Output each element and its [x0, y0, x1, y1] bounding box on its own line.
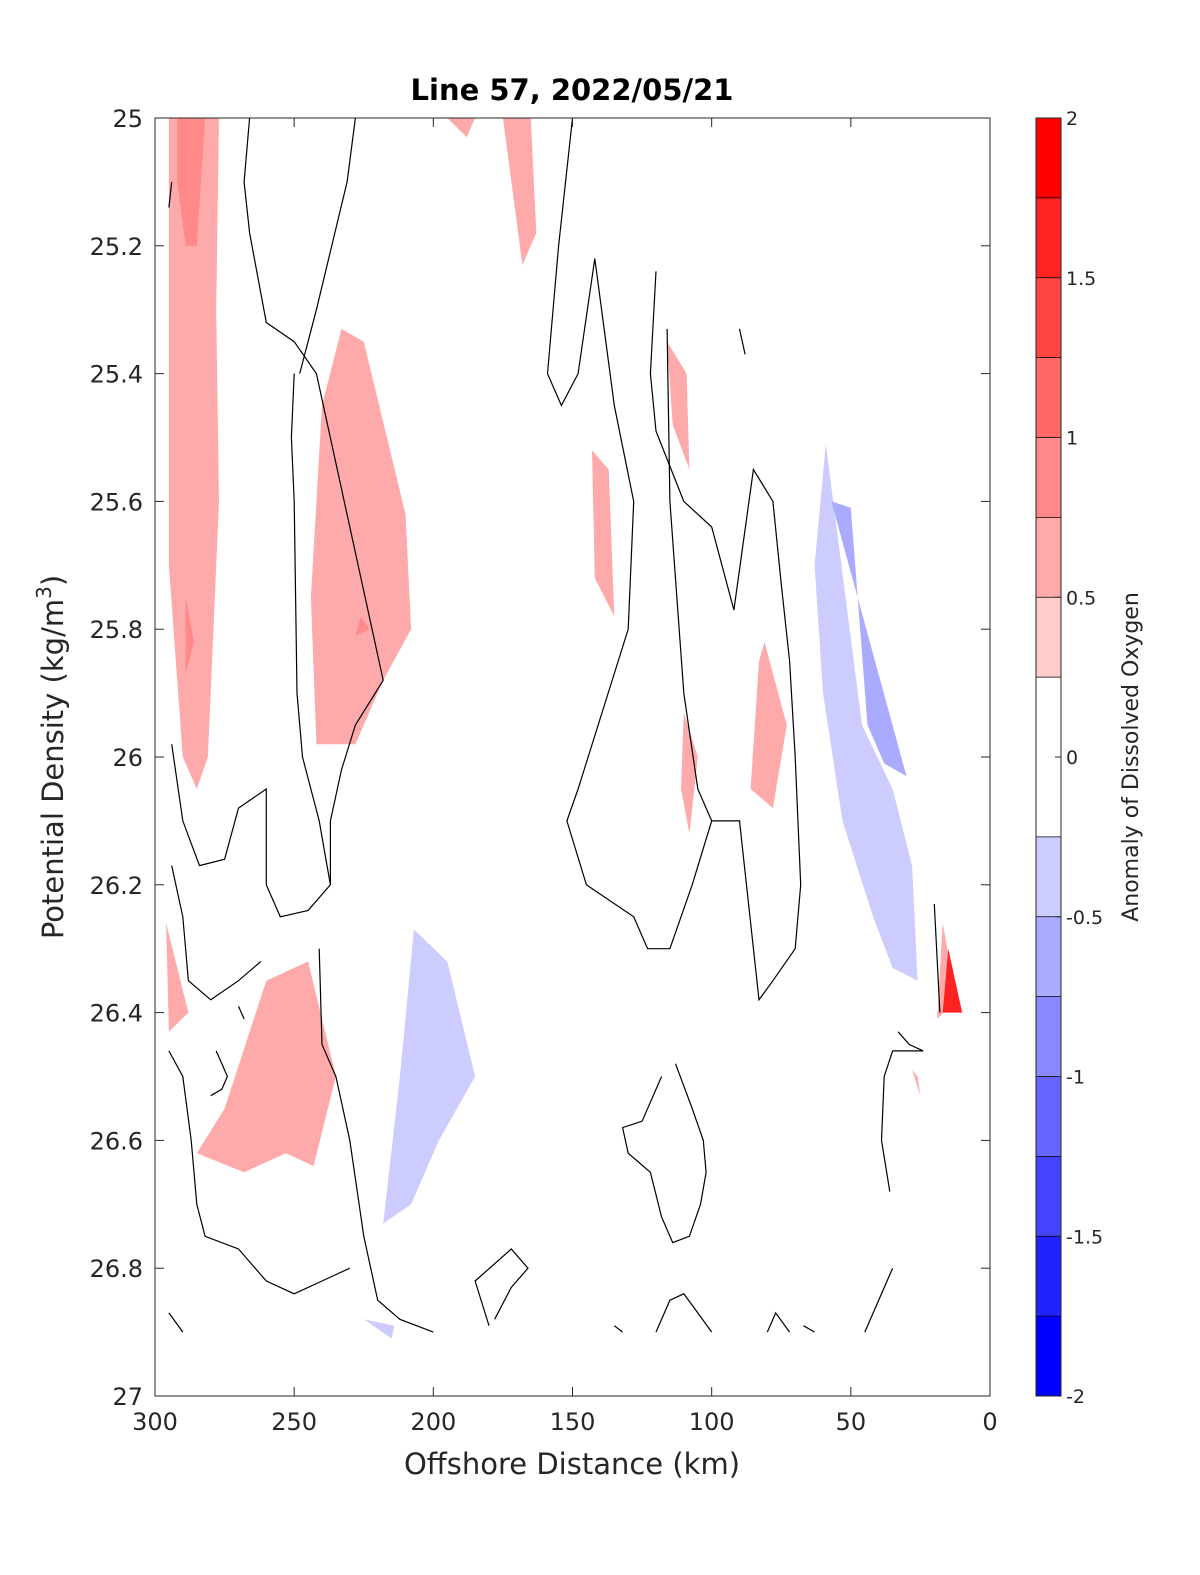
contour-line-1 — [171, 117, 384, 918]
chart-title: Line 57, 2022/05/21 — [411, 73, 734, 107]
colorbar-tick-label: -0.5 — [1066, 907, 1103, 929]
filled-region-16 — [814, 443, 918, 981]
zero-contour-lines — [168, 117, 941, 1333]
contour-line-13 — [474, 1248, 529, 1326]
colorbar-band — [1036, 1316, 1061, 1396]
colorbar-title: Anomaly of Dissolved Oxygen — [1119, 592, 1144, 922]
colorbar-tick-label: -1 — [1066, 1067, 1085, 1089]
x-tick-label: 50 — [836, 1408, 867, 1436]
y-tick-label: 25.8 — [90, 616, 143, 644]
colorbar-band — [1036, 996, 1061, 1077]
filled-region-3 — [310, 328, 412, 745]
y-tick-label: 26 — [112, 744, 143, 772]
colorbar-band — [1036, 1236, 1061, 1317]
contour-line-21 — [738, 328, 746, 355]
x-tick-label: 300 — [132, 1408, 178, 1436]
contour-line-0 — [168, 181, 173, 208]
colorbar-band — [1036, 357, 1061, 438]
colorbar-tick-label: 2 — [1066, 108, 1078, 130]
colorbar-band — [1036, 1076, 1061, 1157]
contour-line-20 — [933, 903, 941, 1013]
contour-line-19 — [803, 1325, 815, 1333]
contour-line-9 — [168, 1050, 351, 1295]
filled-region-19 — [363, 1319, 395, 1339]
filled-region-14 — [942, 948, 963, 1013]
colorbar-band — [1036, 437, 1061, 518]
filled-region-5 — [502, 118, 537, 265]
colorbar-band — [1036, 197, 1061, 278]
y-tick-label: 25.6 — [90, 488, 143, 516]
x-tick-label: 100 — [689, 1408, 735, 1436]
y-tick-label: 26.2 — [90, 872, 143, 900]
contour-line-7 — [237, 1005, 245, 1020]
colorbar-band — [1036, 517, 1061, 598]
y-tick-label: 26.4 — [90, 1000, 143, 1028]
x-axis-title: Offshore Distance (km) — [404, 1447, 740, 1481]
colorbar-tick-label: -2 — [1066, 1386, 1085, 1408]
y-tick-label: 26.6 — [90, 1127, 143, 1155]
y-tick-label: 25.2 — [90, 233, 143, 261]
y-axis-title-superscript: 3 — [32, 586, 56, 599]
y-tick-label: 25.4 — [90, 361, 143, 389]
x-axis: 300 250 200 150 100 50 0 — [132, 118, 998, 1436]
colorbar-band — [1036, 597, 1061, 678]
filled-region-0 — [168, 118, 219, 789]
contour-line-6 — [318, 948, 434, 1333]
filled-region-12 — [196, 961, 336, 1173]
contour-line-16 — [864, 1267, 894, 1333]
filled-region-1 — [177, 118, 206, 246]
contour-line-5 — [666, 328, 713, 822]
colorbar-tick-label: -1.5 — [1066, 1226, 1103, 1248]
contour-line-18 — [613, 1325, 623, 1333]
filled-region-6 — [447, 118, 476, 138]
colorbar-band — [1036, 277, 1061, 358]
y-axis-title-end: ) — [36, 575, 70, 586]
filled-region-7 — [592, 450, 615, 617]
x-tick-label: 200 — [410, 1408, 456, 1436]
contour-line-2 — [290, 373, 331, 885]
y-axis-title: Potential Density (kg/m3) — [32, 575, 70, 939]
filled-region-15 — [912, 1070, 921, 1096]
contour-line-15 — [766, 1311, 791, 1333]
colorbar-tick-label: 0.5 — [1066, 587, 1096, 609]
colorbar-band — [1036, 1156, 1061, 1237]
x-tick-label: 250 — [271, 1408, 317, 1436]
filled-region-10 — [750, 642, 787, 809]
colorbar-band — [1036, 118, 1061, 198]
contour-line-14 — [655, 1293, 713, 1333]
x-tick-label: 0 — [982, 1408, 997, 1436]
contour-line-8 — [171, 865, 262, 1001]
y-tick-label: 25 — [112, 105, 143, 133]
contour-line-3 — [299, 117, 356, 374]
contour-line-10 — [210, 1050, 229, 1097]
y-tick-label: 27 — [112, 1383, 143, 1411]
contour-line-17 — [168, 1312, 184, 1333]
y-axis: 25 25.2 25.4 25.6 25.8 26 26.2 26.4 26.6 26.8 27 — [90, 105, 990, 1411]
colorbar: 2 1.5 1 0.5 0 -0.5 -1 -1.5 -2 — [1035, 108, 1103, 1408]
colorbar-band — [1036, 916, 1061, 997]
contour-line-12 — [880, 1031, 924, 1192]
filled-contour-regions — [166, 118, 963, 1339]
filled-region-4 — [355, 616, 370, 636]
filled-region-11 — [166, 923, 189, 1032]
filled-region-18 — [383, 929, 476, 1224]
colorbar-band — [1036, 836, 1061, 917]
filled-region-8 — [667, 341, 690, 470]
contour-line-11 — [621, 1063, 707, 1244]
filled-region-17 — [831, 501, 907, 777]
colorbar-tick-label: 1.5 — [1066, 268, 1096, 290]
filled-region-2 — [185, 597, 194, 674]
filled-region-9 — [681, 712, 698, 834]
x-tick-label: 150 — [550, 1408, 596, 1436]
colorbar-tick-label: 1 — [1066, 428, 1078, 450]
y-tick-label: 26.8 — [90, 1255, 143, 1283]
colorbar-tick-label: 0 — [1066, 747, 1078, 769]
